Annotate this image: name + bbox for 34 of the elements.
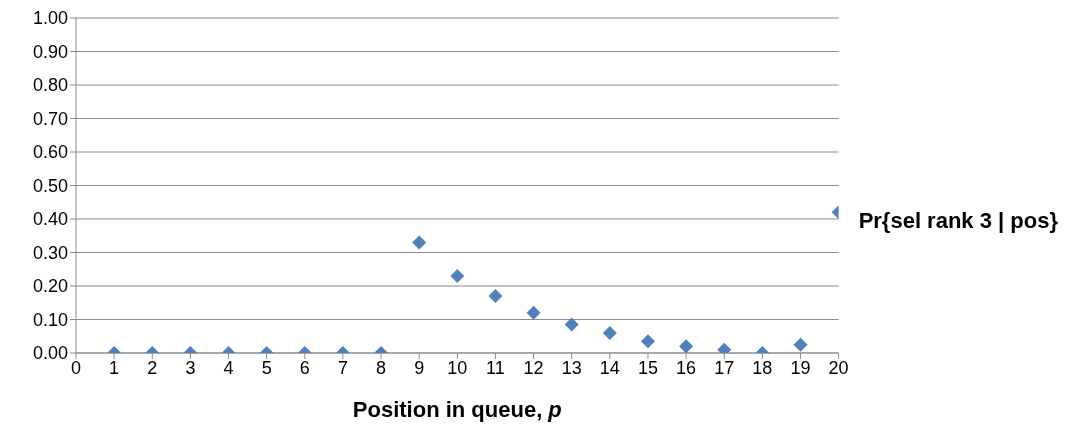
x-tick-label: 1 xyxy=(109,357,120,378)
x-tick-label: 12 xyxy=(523,357,544,378)
x-tick-label: 8 xyxy=(376,357,387,378)
x-tick-label: 5 xyxy=(261,357,272,378)
x-tick-label: 6 xyxy=(299,357,310,378)
y-tick-label: 0.90 xyxy=(32,41,68,62)
y-tick-label: 0.30 xyxy=(32,242,68,263)
x-tick-label: 18 xyxy=(752,357,773,378)
x-tick-label: 2 xyxy=(147,357,158,378)
x-tick-label: 13 xyxy=(561,357,582,378)
x-tick-label: 9 xyxy=(414,357,425,378)
x-tick-label: 0 xyxy=(70,357,82,378)
y-tick-label: 0.50 xyxy=(32,175,68,196)
x-tick-label: 11 xyxy=(486,357,505,378)
y-tick-label: 0.20 xyxy=(32,276,68,297)
y-tick-label: 0.60 xyxy=(32,142,68,163)
x-tick-label: 4 xyxy=(223,357,234,378)
x-tick-label: 7 xyxy=(337,357,348,378)
y-tick-label: 0.00 xyxy=(32,343,68,364)
x-tick-label: 16 xyxy=(676,357,697,378)
y-tick-label: 0.80 xyxy=(32,75,68,96)
y-tick-label: 1.00 xyxy=(32,8,68,29)
x-tick-label: 14 xyxy=(599,357,620,378)
x-tick-label: 17 xyxy=(714,357,735,378)
x-tick-label: 15 xyxy=(637,357,658,378)
x-tick-label: 20 xyxy=(828,357,849,378)
series-label: Pr{sel rank 3 | pos} xyxy=(858,207,1058,234)
x-tick-label: 3 xyxy=(185,357,196,378)
y-tick-label: 0.70 xyxy=(32,108,68,129)
x-tick-label: 19 xyxy=(790,357,811,378)
y-tick-label: 0.10 xyxy=(32,309,68,330)
x-tick-label: 10 xyxy=(447,357,468,378)
x-axis-title: Position in queue, p xyxy=(352,397,562,422)
y-tick-label: 0.40 xyxy=(32,209,68,230)
